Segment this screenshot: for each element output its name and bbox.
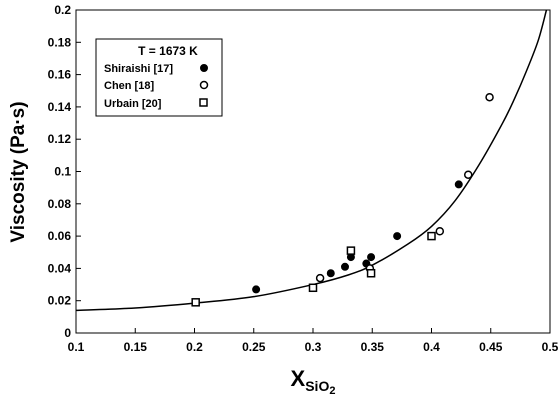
point-shiraishi bbox=[252, 285, 261, 294]
y-tick-label: 0.06 bbox=[48, 229, 72, 243]
y-tick-label: 0.08 bbox=[48, 197, 72, 211]
y-axis-ticks: 0 0.02 0.04 0.06 0.08 0.1 0.12 0.14 0.16 0.18 0.2 bbox=[48, 3, 81, 340]
x-axis-ticks: 0.1 0.15 0.2 0.25 0.3 0.35 0.4 0.45 0.5 bbox=[68, 328, 559, 354]
x-axis-title-subscript2: 2 bbox=[329, 385, 335, 397]
legend-marker-urbain bbox=[199, 98, 208, 107]
x-tick-label: 0.45 bbox=[479, 340, 503, 354]
legend-marker-shiraishi bbox=[200, 64, 208, 72]
legend: T = 1673 K Shiraishi [17] Chen [18] Urba… bbox=[95, 38, 223, 117]
point-chen bbox=[485, 92, 494, 102]
legend-label-urbain: Urbain [20] bbox=[104, 98, 162, 110]
y-tick-label: 0.04 bbox=[48, 261, 72, 275]
y-tick-label: 0.2 bbox=[54, 3, 71, 17]
legend-label-shiraishi: Shiraishi [17] bbox=[104, 63, 173, 75]
y-tick-label: 0.12 bbox=[48, 132, 72, 146]
legend-marker-chen bbox=[199, 80, 209, 90]
x-tick-label: 0.2 bbox=[186, 340, 203, 354]
point-shiraishi bbox=[326, 269, 335, 278]
y-tick-label: 0 bbox=[64, 326, 71, 340]
y-tick-label: 0.1 bbox=[54, 165, 71, 179]
legend-title: T = 1673 K bbox=[138, 44, 198, 58]
point-shiraishi bbox=[367, 253, 376, 262]
point-shiraishi bbox=[454, 180, 463, 189]
data-points bbox=[191, 92, 494, 307]
x-axis-title-subscript: SiO bbox=[305, 378, 329, 394]
x-tick-label: 0.25 bbox=[242, 340, 266, 354]
point-urbain bbox=[346, 246, 356, 255]
point-urbain bbox=[191, 298, 200, 307]
y-tick-label: 0.02 bbox=[48, 294, 72, 308]
y-tick-label: 0.18 bbox=[48, 35, 72, 49]
point-urbain bbox=[366, 268, 376, 278]
x-tick-label: 0.4 bbox=[423, 340, 440, 354]
x-tick-label: 0.15 bbox=[124, 340, 148, 354]
point-urbain bbox=[308, 283, 318, 293]
x-tick-label: 0.3 bbox=[305, 340, 322, 354]
legend-label-chen: Chen [18] bbox=[104, 80, 154, 92]
x-axis-title: XSiO2 bbox=[291, 366, 336, 397]
point-shiraishi bbox=[393, 232, 402, 241]
fit-curve bbox=[75, 9, 548, 312]
x-tick-label: 0.5 bbox=[542, 340, 559, 354]
point-chen bbox=[315, 273, 325, 283]
point-chen bbox=[463, 170, 473, 179]
point-chen bbox=[435, 227, 445, 236]
y-axis-title: Viscosity (Pa·s) bbox=[8, 101, 29, 242]
x-tick-label: 0.35 bbox=[361, 340, 385, 354]
y-tick-label: 0.14 bbox=[48, 100, 72, 114]
x-axis-title-main: X bbox=[291, 366, 306, 391]
point-shiraishi bbox=[340, 262, 349, 271]
point-urbain bbox=[427, 231, 436, 241]
y-tick-label: 0.16 bbox=[48, 68, 72, 82]
x-tick-label: 0.1 bbox=[68, 340, 85, 354]
